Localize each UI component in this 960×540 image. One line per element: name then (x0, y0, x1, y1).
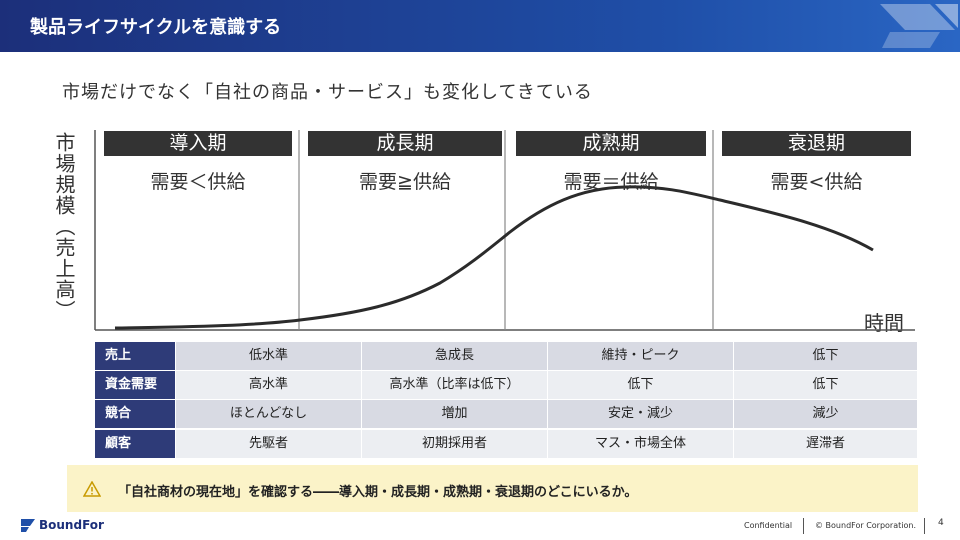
footer-confidential: Confidential (744, 521, 793, 530)
footer-logo: BoundFor (39, 518, 104, 532)
phase-name: 成熟期 (516, 131, 706, 156)
phase-balance: 需要<供給 (770, 171, 863, 193)
phase-name: 成長期 (308, 131, 502, 156)
table-cell: 安定・減少 (548, 400, 733, 429)
footer-separator (803, 518, 804, 534)
table-cell: 増加 (362, 400, 547, 429)
table-cell: 低水準 (176, 342, 361, 370)
lifecycle-curve (114, 185, 874, 330)
phase-balance: 需要＝供給 (563, 171, 659, 193)
table-cell: 急成長 (362, 342, 547, 370)
lifecycle-diagram (94, 130, 915, 331)
footer-logo-mark (21, 519, 35, 532)
table-cell: 初期採用者 (362, 429, 547, 458)
phase-balance: 需要≧供給 (359, 171, 451, 193)
phase-name: 導入期 (104, 131, 292, 156)
note-box (67, 465, 918, 512)
y-axis-label: 市場規模（売上高） (52, 132, 76, 321)
x-axis-label: 時間 (864, 311, 904, 335)
header-bar (0, 0, 960, 52)
row-label: 売上 (95, 342, 175, 370)
row-label: 競合 (95, 400, 175, 429)
row-label: 資金需要 (95, 371, 175, 400)
phase-name: 衰退期 (722, 131, 911, 156)
slide-title: 製品ライフサイクルを意識する (30, 17, 282, 38)
table-cell: 先駆者 (176, 429, 361, 458)
subtitle: 市場だけでなく「自社の商品・サービス」も変化してきている (62, 82, 593, 103)
table-cell: ほとんどなし (176, 400, 361, 429)
table-cell: 維持・ピーク (548, 342, 733, 370)
note-text: 「自社商材の現在地」を確認する――導入期・成長期・成熟期・衰退期のどこにいるか。 (118, 485, 638, 500)
table-cell: 遅滞者 (734, 429, 917, 458)
table-cell: マス・市場全体 (548, 429, 733, 458)
table-cell: 低下 (548, 371, 733, 400)
page-number: 4 (938, 518, 944, 528)
table-cell: 高水準（比率は低下） (362, 371, 547, 400)
table-cell: 低下 (734, 342, 917, 370)
footer-separator (924, 518, 925, 534)
table-cell: 高水準 (176, 371, 361, 400)
table-cell: 低下 (734, 371, 917, 400)
table-cell: 減少 (734, 400, 917, 429)
warning-icon (83, 481, 101, 497)
header-logo-decoration (880, 4, 958, 48)
footer-copyright: © BoundFor Corporation. (815, 521, 916, 530)
phase-balance: 需要＜供給 (150, 171, 246, 193)
row-label: 顧客 (95, 429, 175, 458)
